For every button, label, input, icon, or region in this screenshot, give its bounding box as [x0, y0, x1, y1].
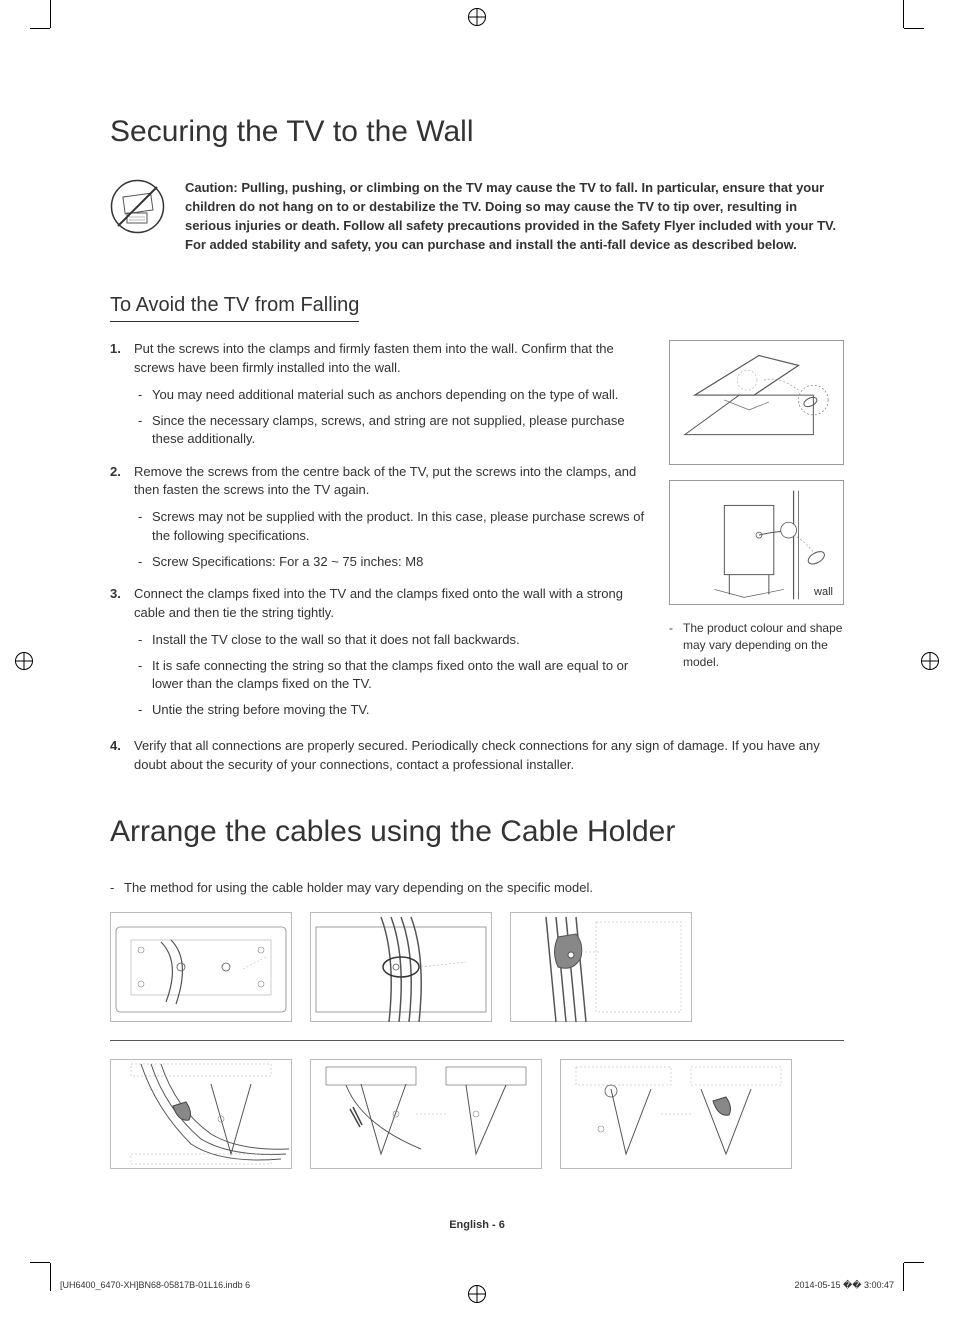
substep-item: Screw Specifications: For a 32 ~ 75 inch… — [134, 553, 649, 571]
caution-block: Caution: Pulling, pushing, or climbing o… — [110, 179, 844, 254]
doc-timestamp: 2014-05-15 �� 3:00:47 — [794, 1280, 894, 1291]
registration-mark-icon — [468, 8, 486, 26]
substep-item: Screws may not be supplied with the prod… — [134, 508, 649, 544]
section-heading: Arrange the cables using the Cable Holde… — [110, 815, 844, 849]
caution-text: Caution: Pulling, pushing, or climbing o… — [185, 179, 844, 254]
two-column-layout: Put the screws into the clamps and firml… — [110, 340, 844, 733]
diagram-note: The product colour and shape may vary de… — [669, 620, 844, 670]
step-text: Connect the clamps fixed into the TV and… — [134, 586, 623, 620]
diagram-row — [110, 1040, 844, 1169]
registration-mark-icon — [15, 652, 33, 670]
cable-note: The method for using the cable holder ma… — [110, 879, 844, 897]
substep-item: Install the TV close to the wall so that… — [134, 631, 649, 649]
step-item: Put the screws into the clamps and firml… — [110, 340, 649, 448]
substep-list: Screws may not be supplied with the prod… — [134, 508, 649, 571]
step-item: Remove the screws from the centre back o… — [110, 463, 649, 571]
no-tv-tip-icon — [110, 179, 165, 234]
tv-wall-diagram: wall — [669, 480, 844, 605]
substep-item: You may need additional material such as… — [134, 386, 649, 404]
registration-mark-icon — [921, 652, 939, 670]
diagram-label: wall — [814, 586, 833, 598]
section-heading: Securing the TV to the Wall — [110, 115, 844, 149]
substep-item: Since the necessary clamps, screws, and … — [134, 412, 649, 448]
doc-filename: [UH6400_6470-XH]BN68-05817B-01L16.indb 6 — [60, 1280, 250, 1291]
cable-diagram — [510, 912, 692, 1022]
cable-diagram — [310, 912, 492, 1022]
substep-item: It is safe connecting the string so that… — [134, 657, 649, 693]
instructions-column: Put the screws into the clamps and firml… — [110, 340, 649, 733]
steps-list: Put the screws into the clamps and firml… — [110, 340, 649, 719]
cable-diagram — [310, 1059, 542, 1169]
page-number: English - 6 — [110, 1219, 844, 1231]
cable-section: Arrange the cables using the Cable Holde… — [110, 815, 844, 1169]
diagrams-column: wall The product colour and shape may va… — [669, 340, 844, 733]
document-footer: [UH6400_6470-XH]BN68-05817B-01L16.indb 6… — [60, 1280, 894, 1291]
step-item: Connect the clamps fixed into the TV and… — [110, 585, 649, 719]
subsection-heading: To Avoid the TV from Falling — [110, 294, 359, 322]
crop-mark — [884, 0, 924, 40]
substep-list: Install the TV close to the wall so that… — [134, 631, 649, 720]
cable-diagram — [560, 1059, 792, 1169]
step-item: Verify that all connections are properly… — [110, 737, 844, 775]
crop-mark — [30, 0, 70, 40]
step-text: Remove the screws from the centre back o… — [134, 464, 636, 498]
step-text: Put the screws into the clamps and firml… — [134, 341, 614, 375]
substep-list: You may need additional material such as… — [134, 386, 649, 449]
cable-diagram — [110, 912, 292, 1022]
cable-diagram — [110, 1059, 292, 1169]
page-content: Securing the TV to the Wall Caution: Pul… — [0, 0, 954, 1271]
substep-item: Untie the string before moving the TV. — [134, 701, 649, 719]
diagram-row — [110, 912, 844, 1022]
tv-anchor-diagram — [669, 340, 844, 465]
